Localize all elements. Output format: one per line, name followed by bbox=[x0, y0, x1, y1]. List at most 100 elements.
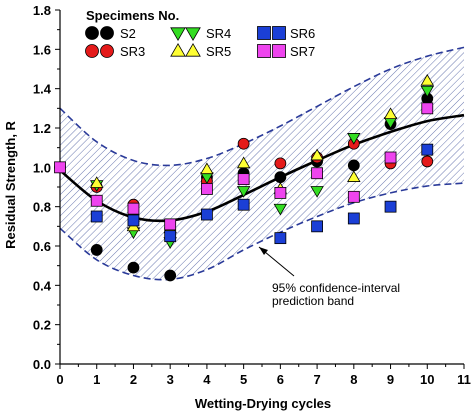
legend-marker bbox=[85, 44, 99, 58]
legend-marker bbox=[100, 44, 114, 58]
data-point bbox=[201, 183, 213, 195]
legend-item-sr4: SR4 bbox=[170, 26, 231, 41]
legend-label: SR4 bbox=[206, 26, 231, 41]
legend-marker bbox=[257, 26, 271, 40]
legend: Specimens No. S2 SR3 SR4 SR5 SR6 SR7 bbox=[85, 8, 315, 59]
data-point bbox=[127, 214, 140, 227]
data-point bbox=[420, 85, 435, 98]
data-point bbox=[274, 171, 287, 184]
data-point bbox=[236, 156, 251, 169]
x-tick-label: 4 bbox=[203, 372, 211, 387]
y-tick-label: 0.0 bbox=[33, 357, 51, 372]
legend-item-sr5: SR5 bbox=[170, 43, 231, 59]
legend-marker bbox=[185, 43, 201, 57]
x-tick-label: 3 bbox=[167, 372, 174, 387]
data-point bbox=[347, 212, 360, 225]
data-point bbox=[90, 194, 103, 207]
annotation-line-1: 95% confidence-interval bbox=[272, 281, 400, 295]
data-point bbox=[90, 210, 103, 223]
x-tick-label: 6 bbox=[277, 372, 284, 387]
y-tick-label: 0.4 bbox=[33, 278, 52, 293]
legend-item-s2: S2 bbox=[85, 26, 136, 41]
legend-label: SR5 bbox=[206, 44, 231, 59]
data-point bbox=[54, 161, 66, 174]
data-point bbox=[236, 186, 251, 198]
data-point bbox=[311, 220, 323, 233]
band-fill bbox=[60, 47, 464, 280]
data-point bbox=[347, 170, 361, 182]
data-point bbox=[274, 186, 287, 199]
data-point bbox=[347, 190, 360, 203]
legend-marker bbox=[170, 27, 186, 41]
legend-label: SR6 bbox=[290, 26, 315, 41]
x-tick-label: 8 bbox=[350, 372, 357, 387]
y-tick-label: 0.2 bbox=[33, 318, 51, 333]
y-axis-title: Residual Strength, R bbox=[3, 120, 18, 248]
annotation: 95% confidence-interval prediction band bbox=[258, 246, 400, 308]
data-point bbox=[421, 102, 434, 115]
data-point bbox=[273, 203, 288, 216]
legend-marker bbox=[85, 26, 99, 40]
data-point bbox=[127, 202, 140, 215]
data-point bbox=[421, 155, 434, 168]
annotation-arrowhead bbox=[259, 247, 268, 255]
x-tick-label: 1 bbox=[93, 372, 100, 387]
series-sr7 bbox=[54, 102, 434, 231]
y-tick-label: 1.0 bbox=[33, 160, 51, 175]
data-point bbox=[200, 162, 214, 175]
legend-item-sr7: SR7 bbox=[257, 44, 315, 59]
data-point bbox=[421, 143, 434, 156]
data-point bbox=[164, 269, 177, 282]
data-point bbox=[420, 73, 435, 86]
legend-marker bbox=[100, 26, 114, 40]
x-axis-title: Wetting-Drying cycles bbox=[195, 396, 331, 411]
data-point bbox=[237, 137, 250, 150]
legend-marker bbox=[272, 26, 286, 40]
data-point bbox=[164, 230, 177, 243]
legend-label: S2 bbox=[120, 26, 136, 41]
x-tick-label: 5 bbox=[240, 372, 247, 387]
data-point bbox=[237, 198, 250, 211]
data-point bbox=[383, 107, 398, 120]
data-point bbox=[274, 157, 287, 170]
legend-title: Specimens No. bbox=[86, 8, 179, 23]
band-upper-edge bbox=[59, 46, 465, 167]
x-tick-label: 10 bbox=[420, 372, 434, 387]
data-point bbox=[384, 151, 397, 164]
legend-marker bbox=[185, 27, 201, 41]
y-tick-label: 1.2 bbox=[33, 121, 51, 136]
y-tick-label: 1.8 bbox=[33, 3, 51, 18]
axes: 0 1 2 3 4 5 6 7 8 9 10 11 0.0 0.2 0.4 0.6 0.8 1.0 1.2 1.4 1.… bbox=[33, 3, 471, 387]
series-sr6 bbox=[90, 143, 434, 245]
data-point bbox=[310, 186, 324, 198]
data-point bbox=[384, 200, 397, 213]
data-point bbox=[237, 173, 250, 186]
x-tick-label: 9 bbox=[387, 372, 394, 387]
legend-item-sr6: SR6 bbox=[257, 26, 315, 41]
data-point bbox=[274, 232, 287, 245]
legend-item-sr3: SR3 bbox=[85, 44, 145, 59]
confidence-band bbox=[59, 46, 465, 281]
data-point bbox=[164, 218, 177, 231]
data-point bbox=[201, 208, 213, 221]
x-tick-label: 7 bbox=[313, 372, 320, 387]
data-points bbox=[54, 73, 435, 282]
data-point bbox=[310, 148, 324, 161]
legend-label: SR3 bbox=[120, 44, 145, 59]
band-lower-edge bbox=[59, 182, 465, 281]
legend-marker bbox=[272, 44, 286, 58]
data-point bbox=[89, 176, 104, 188]
x-tick-label: 0 bbox=[56, 372, 63, 387]
data-point bbox=[90, 244, 103, 256]
data-point bbox=[347, 133, 361, 145]
y-tick-label: 1.4 bbox=[33, 82, 52, 97]
legend-marker bbox=[257, 44, 271, 58]
data-point bbox=[347, 159, 360, 172]
data-point bbox=[127, 261, 140, 274]
y-tick-label: 0.8 bbox=[33, 200, 51, 215]
annotation-line-2: prediction band bbox=[272, 294, 354, 308]
y-tick-label: 0.6 bbox=[33, 239, 51, 254]
legend-label: SR7 bbox=[290, 44, 315, 59]
legend-marker bbox=[170, 43, 186, 57]
